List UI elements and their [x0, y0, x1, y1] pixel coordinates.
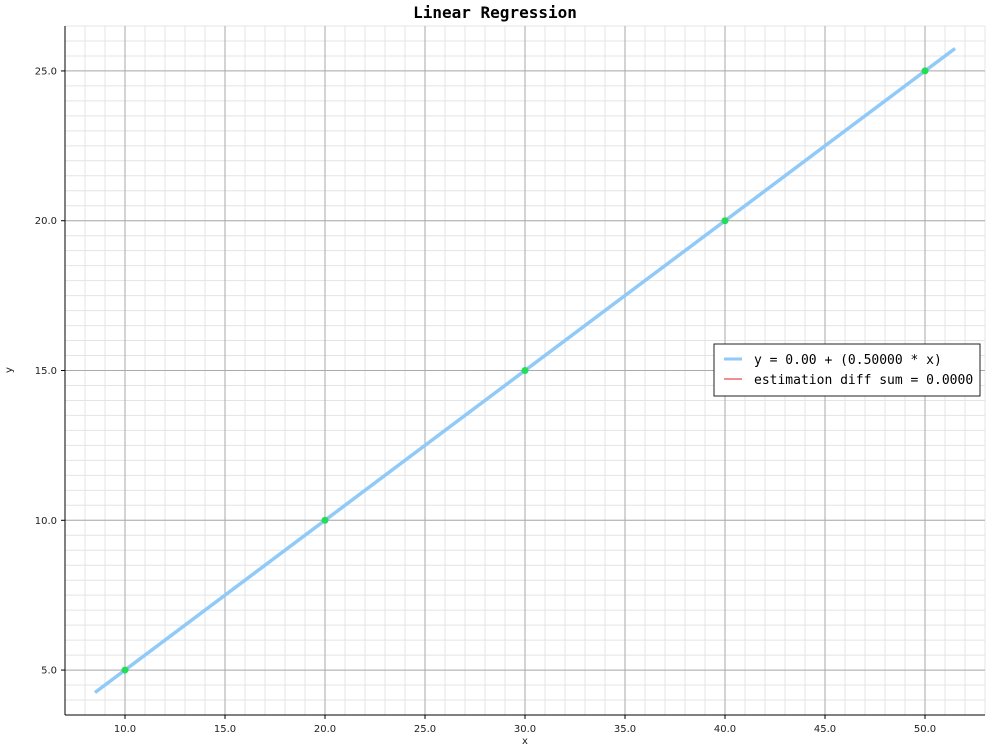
data-point	[121, 666, 129, 674]
x-tick-label: 45.0	[814, 724, 836, 735]
x-tick-label: 25.0	[414, 724, 436, 735]
y-axis-label: y	[4, 367, 15, 373]
x-axis-label: x	[522, 736, 528, 747]
data-point	[921, 67, 929, 75]
chart-title: Linear Regression	[413, 3, 577, 22]
y-tick-label: 20.0	[35, 216, 57, 227]
legend: y = 0.00 + (0.50000 * x) estimation diff…	[713, 343, 981, 397]
legend-box	[713, 343, 981, 397]
data-point	[721, 217, 729, 225]
x-tick-label: 10.0	[114, 724, 136, 735]
x-tick-label: 40.0	[714, 724, 736, 735]
legend-label-diff: estimation diff sum = 0.0000	[754, 373, 973, 388]
x-tick-label: 20.0	[314, 724, 336, 735]
x-tick-label: 35.0	[614, 724, 636, 735]
x-tick-label: 30.0	[514, 724, 536, 735]
data-point	[521, 367, 529, 374]
x-tick-label: 15.0	[214, 724, 236, 735]
y-tick-label: 5.0	[41, 666, 57, 677]
x-tick-label: 50.0	[914, 724, 936, 735]
series	[93, 47, 957, 694]
legend-label-regression: y = 0.00 + (0.50000 * x)	[754, 353, 942, 368]
y-tick-label: 15.0	[35, 366, 57, 377]
y-tick-label: 10.0	[35, 516, 57, 527]
data-point	[321, 516, 329, 524]
y-tick-label: 25.0	[35, 66, 57, 77]
ticks: 10.0 15.0 20.0 25.0 30.0 35.0 40.0 45.0 50.0 5.0 1…	[35, 66, 936, 735]
